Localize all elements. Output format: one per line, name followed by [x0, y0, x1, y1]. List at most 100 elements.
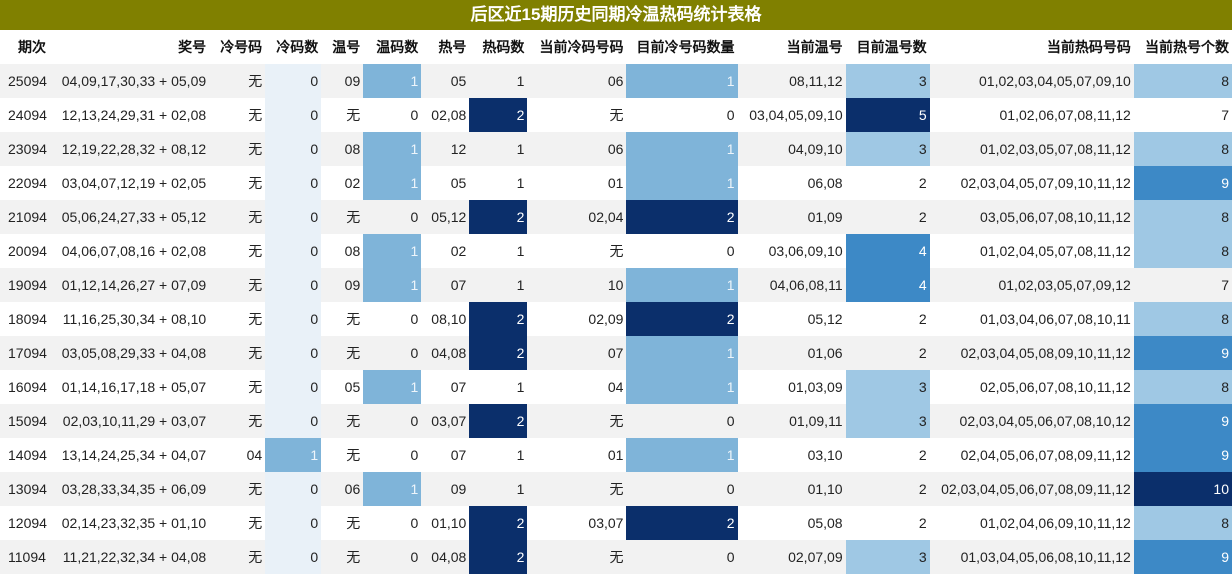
cell-warm: 08	[321, 132, 364, 166]
cell-hot: 07	[421, 268, 470, 302]
table-title: 后区近15期历史同期冷温热码统计表格	[0, 0, 1232, 30]
cell-current-warm: 05,08	[737, 506, 846, 540]
header-issue: 期次	[0, 30, 55, 64]
cell-cold-count: 0	[265, 98, 322, 132]
cell-current-hot: 02,03,04,05,06,07,08,10,12	[929, 404, 1134, 438]
cell-current-hot: 01,03,04,06,07,08,10,11	[929, 302, 1134, 336]
cell-draw: 04,09,17,30,33 + 05,09	[54, 64, 210, 98]
cell-current-warm: 02,07,09	[737, 540, 846, 574]
cell-current-cold-count: 1	[626, 336, 738, 370]
cell-current-hot-count: 8	[1133, 506, 1232, 540]
table-row: 20094 04,06,07,08,16 + 02,08 无 0 08 1 02 1 无 0 03,…	[0, 234, 1232, 268]
cell-current-hot-count: 9	[1133, 438, 1232, 472]
cell-cold-count: 0	[265, 268, 322, 302]
cell-hot: 07	[421, 370, 470, 404]
cell-current-warm-count: 2	[845, 336, 930, 370]
cell-hot-count: 1	[469, 166, 528, 200]
cell-hot-count: 1	[469, 64, 528, 98]
cell-cold: 无	[209, 302, 266, 336]
cell-cold: 无	[209, 234, 266, 268]
cell-issue: 11094	[0, 540, 55, 574]
cell-warm: 09	[321, 268, 364, 302]
cell-cold: 无	[209, 472, 266, 506]
cell-current-cold-count: 0	[626, 404, 738, 438]
cell-cold: 无	[209, 98, 266, 132]
cell-hot: 02,08	[421, 98, 470, 132]
header-hot: 热号	[421, 30, 470, 64]
cell-current-warm-count: 2	[845, 200, 930, 234]
cell-warm: 无	[321, 98, 364, 132]
cell-current-hot: 02,05,06,07,08,10,11,12	[929, 370, 1134, 404]
cell-warm-count: 1	[363, 370, 422, 404]
header-current-hot: 当前热码号码	[929, 30, 1134, 64]
cell-current-hot-count: 7	[1133, 98, 1232, 132]
cell-current-cold-count: 1	[626, 370, 738, 404]
cell-current-warm-count: 2	[845, 506, 930, 540]
cell-issue: 23094	[0, 132, 55, 166]
cell-current-warm: 01,06	[737, 336, 846, 370]
cell-hot-count: 1	[469, 268, 528, 302]
cell-current-warm: 03,10	[737, 438, 846, 472]
cell-hot: 03,07	[421, 404, 470, 438]
cell-cold: 无	[209, 404, 266, 438]
cell-cold: 无	[209, 370, 266, 404]
cell-warm-count: 1	[363, 234, 422, 268]
cell-issue: 24094	[0, 98, 55, 132]
stats-table: 期次 奖号 冷号码 冷码数 温号 温码数 热号 热码数 当前冷码号码 目前冷号码…	[0, 30, 1232, 574]
cell-current-cold: 01	[527, 438, 627, 472]
cell-current-hot: 01,02,03,05,07,08,11,12	[929, 132, 1134, 166]
cell-current-cold: 无	[527, 472, 627, 506]
cell-current-warm-count: 3	[845, 370, 930, 404]
cell-draw: 12,19,22,28,32 + 08,12	[54, 132, 210, 166]
cell-issue: 15094	[0, 404, 55, 438]
cell-warm: 无	[321, 438, 364, 472]
cell-warm: 无	[321, 200, 364, 234]
cell-draw: 01,14,16,17,18 + 05,07	[54, 370, 210, 404]
cell-cold: 04	[209, 438, 266, 472]
cell-current-cold-count: 1	[626, 166, 738, 200]
cell-draw: 12,13,24,29,31 + 02,08	[54, 98, 210, 132]
header-draw: 奖号	[54, 30, 210, 64]
cell-hot-count: 1	[469, 438, 528, 472]
cell-current-warm-count: 3	[845, 404, 930, 438]
header-warm: 温号	[321, 30, 364, 64]
cell-current-warm-count: 2	[845, 472, 930, 506]
cell-warm-count: 0	[363, 404, 422, 438]
cell-current-hot-count: 10	[1133, 472, 1232, 506]
cell-issue: 18094	[0, 302, 55, 336]
cell-current-warm: 01,03,09	[737, 370, 846, 404]
cell-current-cold: 无	[527, 98, 627, 132]
cell-current-warm-count: 4	[845, 234, 930, 268]
cell-warm: 无	[321, 336, 364, 370]
cell-cold-count: 0	[265, 234, 322, 268]
cell-current-hot-count: 8	[1133, 200, 1232, 234]
cell-issue: 20094	[0, 234, 55, 268]
table-body: 25094 04,09,17,30,33 + 05,09 无 0 09 1 05 1 06 1 08…	[0, 64, 1232, 574]
cell-current-cold-count: 2	[626, 506, 738, 540]
cell-warm-count: 0	[363, 438, 422, 472]
header-current-warm-count: 目前温号数	[845, 30, 930, 64]
cell-current-cold-count: 2	[626, 302, 738, 336]
cell-current-cold: 10	[527, 268, 627, 302]
table-row: 14094 13,14,24,25,34 + 04,07 04 1 无 0 07 1 01 1 03…	[0, 438, 1232, 472]
cell-current-cold: 02,04	[527, 200, 627, 234]
header-hot-count: 热码数	[469, 30, 528, 64]
cell-draw: 04,06,07,08,16 + 02,08	[54, 234, 210, 268]
cell-cold: 无	[209, 540, 266, 574]
cell-draw: 11,21,22,32,34 + 04,08	[54, 540, 210, 574]
header-current-cold-count: 目前冷号码数量	[626, 30, 738, 64]
cell-cold: 无	[209, 132, 266, 166]
cell-draw: 03,28,33,34,35 + 06,09	[54, 472, 210, 506]
cell-current-warm: 04,06,08,11	[737, 268, 846, 302]
cell-cold-count: 0	[265, 336, 322, 370]
cell-current-cold-count: 0	[626, 98, 738, 132]
cell-cold-count: 0	[265, 540, 322, 574]
cell-hot-count: 1	[469, 234, 528, 268]
cell-warm-count: 0	[363, 506, 422, 540]
cell-warm-count: 0	[363, 540, 422, 574]
table-row: 19094 01,12,14,26,27 + 07,09 无 0 09 1 07 1 10 1 04…	[0, 268, 1232, 302]
cell-draw: 03,04,07,12,19 + 02,05	[54, 166, 210, 200]
table-row: 21094 05,06,24,27,33 + 05,12 无 0 无 0 05,12 2 02,…	[0, 200, 1232, 234]
header-current-cold: 当前冷码号码	[527, 30, 627, 64]
cell-current-cold: 06	[527, 64, 627, 98]
